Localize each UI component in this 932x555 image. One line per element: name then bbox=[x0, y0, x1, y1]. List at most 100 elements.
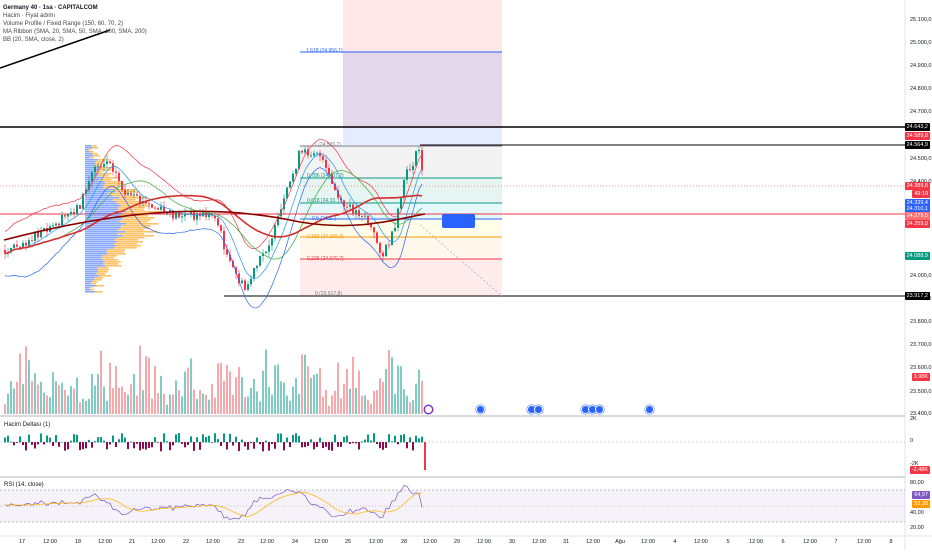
delta-bar bbox=[298, 436, 300, 443]
volume-profile-bar bbox=[112, 199, 136, 201]
volume-profile-bar bbox=[89, 157, 94, 159]
delta-bar bbox=[7, 435, 9, 443]
candle-body bbox=[238, 273, 240, 284]
volume-bar bbox=[406, 395, 408, 414]
volume-bar bbox=[205, 394, 207, 414]
delta-bar bbox=[328, 442, 330, 451]
ma-20 bbox=[4, 152, 423, 279]
candle-body bbox=[358, 210, 360, 217]
volume-profile-bar bbox=[85, 259, 104, 261]
candle-body bbox=[220, 225, 222, 231]
volume-bar bbox=[259, 401, 261, 414]
symbol-title[interactable]: Germany 40 · 1sa · CAPITALCOM bbox=[3, 5, 98, 11]
volume-bar bbox=[361, 395, 363, 414]
volume-profile-bar bbox=[99, 173, 112, 175]
delta-bar bbox=[352, 442, 354, 444]
volume-bar bbox=[232, 394, 234, 414]
rsi-panel-label[interactable]: RSI (14, close) bbox=[3, 482, 45, 488]
candle-body bbox=[268, 245, 270, 252]
time-axis-label: 28 bbox=[400, 539, 408, 545]
price-axis-label: 24.900,0 bbox=[910, 63, 932, 69]
legend-volume-profile[interactable]: Volume Profile / Fixed Range (150, 60, 7… bbox=[3, 21, 124, 27]
delta-bar bbox=[217, 439, 219, 443]
candle-body bbox=[70, 212, 72, 215]
delta-bar bbox=[406, 442, 408, 449]
candle-body bbox=[61, 215, 63, 226]
volume-bar bbox=[13, 388, 15, 414]
volume-bar bbox=[175, 380, 177, 414]
event-marker-icon[interactable] bbox=[476, 405, 485, 414]
volume-profile-bar bbox=[113, 243, 137, 245]
volume-profile-bar bbox=[85, 197, 120, 199]
time-axis-label: 29 bbox=[453, 539, 461, 545]
delta-bar bbox=[223, 433, 225, 443]
volume-bar bbox=[352, 356, 354, 414]
volume-bar bbox=[358, 370, 360, 414]
legend-volume[interactable]: Hacim · Fiyat adımı bbox=[3, 13, 56, 19]
volume-profile-bar bbox=[85, 221, 120, 223]
delta-bar bbox=[244, 442, 246, 447]
volume-profile-bar bbox=[85, 287, 90, 289]
volume-profile-bar bbox=[92, 147, 99, 149]
volume-bar bbox=[184, 371, 186, 414]
delta-bar bbox=[313, 442, 315, 450]
delta-bar bbox=[235, 436, 237, 443]
candle-body bbox=[244, 280, 246, 290]
candle-body bbox=[343, 200, 345, 207]
delta-panel-label[interactable]: Hacim Deltası (1) bbox=[3, 422, 52, 428]
candle-body bbox=[319, 152, 321, 157]
volume-bar bbox=[16, 381, 18, 414]
event-marker-icon[interactable] bbox=[595, 405, 604, 414]
candle-body bbox=[130, 192, 132, 195]
volume-bar bbox=[316, 373, 318, 414]
volume-bar bbox=[250, 387, 252, 414]
time-axis-label: 12:00 bbox=[98, 539, 112, 545]
candle-body bbox=[10, 247, 12, 253]
delta-bar bbox=[247, 442, 249, 450]
delta-bar bbox=[157, 442, 159, 443]
candle-body bbox=[247, 284, 249, 290]
candle-body bbox=[313, 153, 315, 156]
volume-bar bbox=[235, 377, 237, 414]
volume-bar bbox=[397, 365, 399, 414]
candle-body bbox=[58, 223, 60, 226]
event-marker-icon[interactable] bbox=[534, 405, 543, 414]
candle-body bbox=[106, 161, 108, 165]
volume-profile-bar bbox=[92, 153, 98, 155]
delta-bar bbox=[55, 435, 57, 443]
position-marker bbox=[442, 214, 475, 228]
volume-profile-bar bbox=[89, 151, 94, 153]
volume-profile-bar bbox=[85, 177, 104, 179]
time-axis-label: 12:00 bbox=[423, 539, 437, 545]
delta-bar bbox=[64, 442, 66, 451]
delta-bar bbox=[40, 433, 42, 443]
legend-bollinger[interactable]: BB (20, SMA, close, 2) bbox=[3, 37, 64, 43]
volume-bar bbox=[391, 357, 393, 414]
volume-bar bbox=[25, 346, 27, 414]
legend-ma-ribbon[interactable]: MA Ribbon (SMA, 20, SMA, 50, SMA, 100, S… bbox=[3, 29, 147, 35]
volume-bar bbox=[280, 381, 282, 414]
price-tag: 24.564,9 bbox=[904, 141, 930, 149]
ma-200 bbox=[3, 210, 426, 241]
event-marker-icon[interactable] bbox=[424, 405, 433, 414]
volume-profile-bar bbox=[104, 181, 121, 183]
fib-zone-0 bbox=[300, 259, 502, 296]
candle-body bbox=[364, 215, 366, 217]
delta-bar bbox=[400, 434, 402, 443]
delta-bar bbox=[46, 435, 48, 443]
volume-bar bbox=[106, 400, 108, 414]
event-marker-icon[interactable] bbox=[645, 405, 654, 414]
delta-bar bbox=[256, 437, 258, 443]
volume-bar bbox=[46, 395, 48, 414]
delta-bar bbox=[415, 435, 417, 443]
volume-bar bbox=[364, 395, 366, 414]
volume-bar bbox=[49, 397, 51, 414]
delta-bar bbox=[67, 442, 69, 450]
volume-profile-bar bbox=[85, 233, 118, 235]
delta-bar bbox=[121, 433, 123, 443]
delta-bar bbox=[73, 434, 75, 443]
volume-profile-bar bbox=[108, 193, 128, 195]
delta-bar bbox=[112, 435, 114, 443]
